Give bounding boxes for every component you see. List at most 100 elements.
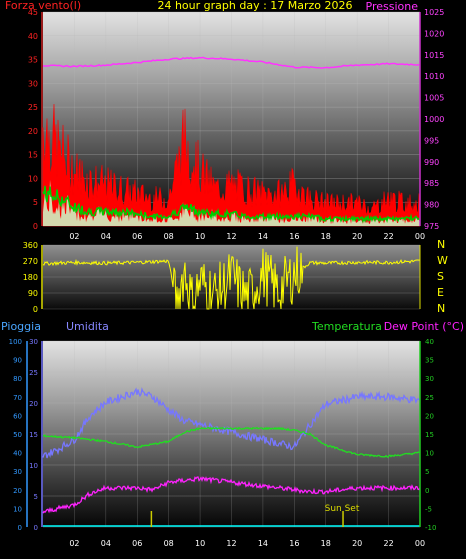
rain-tick-label: 20 [13, 487, 22, 495]
pressure-tick-label: 975 [424, 222, 439, 231]
humidity-tick-label: 20 [29, 400, 38, 408]
pressure-series [43, 56, 420, 69]
temp-x-tick-label: 18 [321, 539, 331, 548]
temperature-series [42, 426, 421, 459]
wind-x-tick-label: 12 [226, 232, 236, 241]
wind-x-tick-label: 20 [352, 232, 362, 241]
direction-tick-label: 360 [23, 241, 38, 250]
temp-x-tick-label: 08 [164, 539, 174, 548]
wind-x-tick-label: 18 [321, 232, 331, 241]
temp-x-tick-label: 20 [352, 539, 362, 548]
temperature-tick-label: -10 [425, 524, 436, 532]
temperature-tick-label: 10 [425, 450, 434, 458]
wind-axis-label: Forza vento(l) [5, 0, 81, 12]
pressure-tick-label: 985 [424, 179, 439, 188]
rain-axis-label: Pioggia [1, 320, 41, 333]
temp-x-tick-label: 10 [195, 539, 205, 548]
wind-x-tick-label: 22 [383, 232, 393, 241]
direction-series [42, 246, 421, 310]
sunset-label: Sun Set [325, 504, 360, 514]
direction-tick-label: 270 [23, 257, 38, 266]
dewpoint-series [42, 476, 421, 514]
rain-tick-label: 30 [13, 468, 22, 476]
temperature-tick-label: 40 [425, 338, 434, 346]
wind-x-tick-label: 06 [132, 232, 142, 241]
wind-x-tick-label: 16 [289, 232, 299, 241]
wind-x-tick-label: 08 [164, 232, 174, 241]
rain-tick-label: 40 [13, 450, 22, 458]
direction-tick-label: 0 [33, 305, 38, 314]
temp-x-tick-label: 00 [415, 539, 425, 548]
temp-panel-series [42, 387, 421, 527]
pressure-tick-label: 1025 [424, 8, 444, 17]
humidity-axis-label: Umidita [66, 320, 109, 333]
wind-x-tick-label: 04 [101, 232, 111, 241]
wind-panel-ticks: 0510152025303540459759809859909951000100… [28, 8, 445, 241]
rain-tick-label: 90 [13, 357, 22, 365]
wind-average-series [42, 185, 421, 224]
rain-tick-label: 70 [13, 394, 22, 402]
temperature-tick-label: 15 [425, 431, 434, 439]
direction-tick-label: 180 [23, 273, 38, 282]
dewpoint-axis-label: Dew Point (°C) [384, 320, 464, 333]
compass-label: S [437, 270, 444, 283]
pressure-tick-label: 1000 [424, 115, 444, 124]
wind-tick-label: 15 [28, 151, 38, 160]
rain-tick-label: 80 [13, 375, 22, 383]
humidity-tick-label: 30 [29, 338, 38, 346]
wind-x-tick-label: 02 [69, 232, 79, 241]
humidity-tick-label: 10 [29, 462, 38, 470]
pressure-tick-label: 1015 [424, 51, 444, 60]
wind-x-tick-label: 14 [258, 232, 268, 241]
temperature-axis-label: Temperatura [311, 320, 382, 333]
wind-tick-label: 0 [33, 222, 38, 231]
wind-tick-label: 25 [28, 103, 38, 112]
wind-tick-label: 5 [33, 198, 38, 207]
pressure-tick-label: 1005 [424, 94, 444, 103]
temperature-tick-label: 5 [425, 468, 429, 476]
compass-label: N [437, 238, 445, 251]
temp-x-tick-label: 22 [383, 539, 393, 548]
direction-tick-label: 90 [28, 289, 38, 298]
wind-x-tick-label: 00 [415, 232, 425, 241]
wind-calm-series [43, 179, 420, 226]
wind-tick-label: 40 [28, 32, 38, 41]
humidity-tick-label: 5 [34, 493, 38, 501]
rain-tick-label: 60 [13, 412, 22, 420]
humidity-series [42, 387, 421, 459]
pressure-tick-label: 990 [424, 158, 439, 167]
wind-x-tick-label: 10 [195, 232, 205, 241]
chart-title: 24 hour graph day : 17 Marzo 2026 [157, 0, 352, 12]
pressure-tick-label: 1010 [424, 72, 444, 81]
temp-panel-ticks: 0102030405060708090100051015202530-10-50… [9, 338, 437, 548]
temp-x-tick-label: 12 [226, 539, 236, 548]
wind-tick-label: 20 [28, 127, 38, 136]
pressure-tick-label: 980 [424, 201, 439, 210]
temperature-tick-label: 20 [425, 412, 434, 420]
rain-tick-label: 0 [18, 524, 22, 532]
direction-panel-series [42, 246, 421, 310]
temp-x-tick-label: 06 [132, 539, 142, 548]
pressure-axis-label: Pressione [366, 0, 419, 13]
humidity-tick-label: 0 [34, 524, 38, 532]
temperature-tick-label: -5 [425, 505, 432, 513]
wind-tick-label: 45 [28, 8, 38, 17]
wind-tick-label: 10 [28, 174, 38, 183]
humidity-tick-label: 15 [29, 431, 38, 439]
temperature-tick-label: 30 [425, 375, 434, 383]
temp-x-tick-label: 04 [101, 539, 111, 548]
compass-label: W [437, 254, 448, 267]
wind-panel-series [42, 56, 421, 227]
wind-tick-label: 35 [28, 56, 38, 65]
humidity-tick-label: 25 [29, 369, 38, 377]
rain-tick-label: 100 [9, 338, 22, 346]
compass-label: N [437, 302, 445, 315]
temp-panel-grid [43, 340, 421, 528]
temperature-tick-label: 0 [425, 487, 429, 495]
temp-x-tick-label: 16 [289, 539, 299, 548]
compass-label: E [437, 286, 444, 299]
wind-tick-label: 30 [28, 79, 38, 88]
